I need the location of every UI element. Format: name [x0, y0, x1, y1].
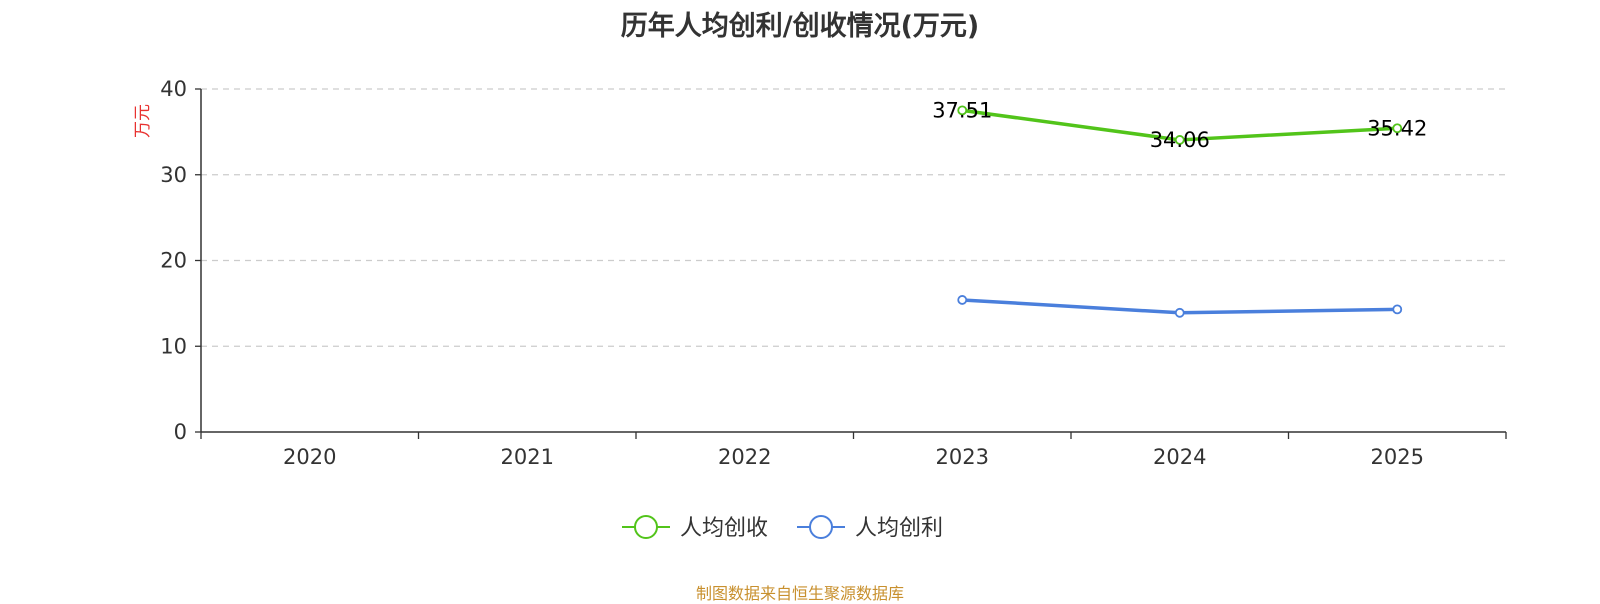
y-tick-label: 0 — [174, 420, 187, 444]
data-point — [1392, 304, 1403, 315]
legend-circle-icon — [809, 515, 833, 539]
data-label: 35.42 — [1367, 116, 1427, 140]
chart-title: 历年人均创利/创收情况(万元) — [620, 11, 980, 42]
data-label: 37.51 — [932, 98, 992, 122]
y-tick-label: 10 — [160, 334, 187, 358]
legend-item-2[interactable]: 人均创利 — [797, 515, 943, 541]
data-point — [1174, 135, 1185, 145]
x-tick-label: 2021 — [501, 445, 554, 469]
data-point — [957, 295, 968, 305]
data-labels: 37.51 34.06 35.42 — [932, 98, 1427, 152]
legend-item-1[interactable]: 人均创收 — [622, 515, 768, 541]
data-point — [1392, 123, 1403, 134]
legend-label: 人均创利 — [855, 516, 943, 541]
source-footer: 制图数据来自恒生聚源数据库 — [695, 584, 904, 603]
grid-lines — [201, 88, 1506, 347]
x-tick-label: 2020 — [283, 445, 336, 469]
y-tick-label: 20 — [160, 249, 187, 273]
data-label: 34.06 — [1150, 128, 1210, 152]
x-tick-label: 2024 — [1153, 445, 1206, 469]
data-point — [957, 105, 968, 116]
y-tick-label: 40 — [160, 77, 187, 101]
data-point — [1174, 307, 1185, 318]
x-tick-label: 2025 — [1371, 445, 1424, 469]
x-tick-label: 2023 — [936, 445, 989, 469]
series-lines — [957, 105, 1403, 318]
axes: 0 10 20 30 40 万元 2020 2021 2022 2023 2024 2025 — [133, 77, 1507, 469]
legend[interactable]: 人均创收 人均创利 — [622, 515, 943, 541]
legend-label: 人均创收 — [680, 516, 768, 541]
legend-circle-icon — [634, 515, 658, 539]
x-tick-label: 2022 — [718, 445, 771, 469]
y-axis-unit-label: 万元 — [133, 104, 153, 138]
y-tick-label: 30 — [160, 163, 187, 187]
